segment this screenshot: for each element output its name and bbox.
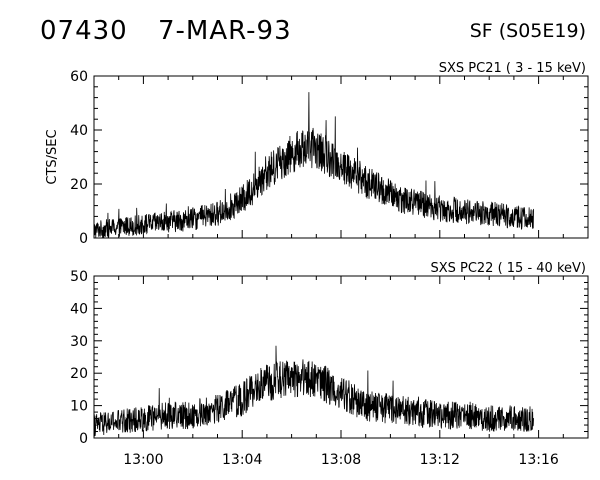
event-id: 07430 (40, 16, 128, 46)
y-tick-label: 30 (70, 334, 88, 350)
panel-title: SXS PC21 ( 3 - 15 keV) (439, 61, 586, 76)
y-tick-label: 20 (70, 366, 88, 382)
y-tick-label: 40 (70, 301, 88, 317)
panel-title: SXS PC22 ( 15 - 40 keV) (430, 261, 586, 276)
y-axis-label: CTS/SEC (45, 129, 60, 184)
event-date: 7-MAR-93 (158, 16, 292, 46)
x-tick-label: 13:04 (222, 452, 262, 468)
flare-type: SF (S05E19) (469, 20, 586, 42)
y-tick-label: 20 (70, 177, 88, 193)
series-line (93, 92, 534, 238)
x-tick-label: 13:08 (321, 452, 361, 468)
panel-pc22: SXS PC22 ( 15 - 40 keV) 0 10 20 30 40 50 13:00 1… (70, 261, 589, 468)
y-tick-label: 50 (70, 269, 88, 285)
y-tick-label: 60 (70, 69, 88, 85)
y-tick-label: 0 (79, 231, 88, 247)
x-tick-label: 13:12 (420, 452, 460, 468)
series-line (93, 345, 534, 437)
y-tick-label: 10 (70, 399, 88, 415)
y-tick-label: 0 (79, 431, 88, 447)
x-tick-label: 13:16 (518, 452, 558, 468)
y-tick-label: 40 (70, 123, 88, 139)
panel-pc21: SXS PC21 ( 3 - 15 keV) 0 20 40 60 CTS/SEC (45, 61, 589, 247)
x-tick-label: 13:00 (123, 452, 163, 468)
